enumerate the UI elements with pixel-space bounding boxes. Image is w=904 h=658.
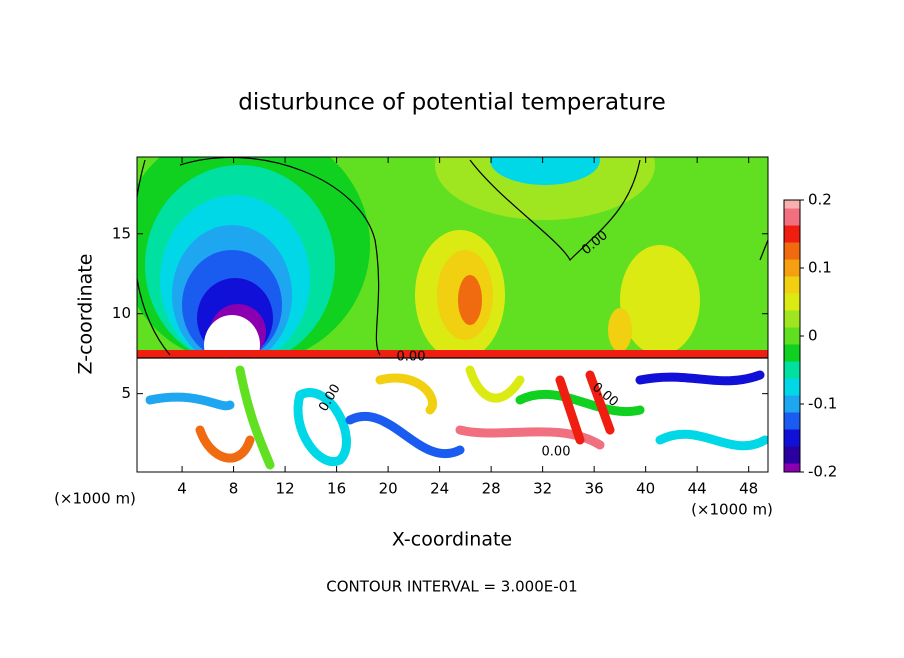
colorbar-tick-label: -0.1: [808, 395, 837, 413]
x-tick-label: 8: [229, 480, 239, 498]
chart-title: disturbunce of potential temperature: [238, 90, 666, 116]
colorbar-tick-label: 0.2: [808, 191, 832, 209]
x-tick-label: 20: [379, 480, 398, 498]
field-blob: [608, 308, 632, 352]
field-blob: [435, 157, 655, 220]
field-blob: [458, 275, 482, 325]
colorbar-swatch: [784, 378, 800, 396]
contour-label: 0.00: [397, 350, 426, 365]
y-tick-label: 15: [112, 224, 131, 242]
colorbar-swatch: [784, 276, 800, 294]
x-tick-label: 32: [533, 480, 552, 498]
colorbar-swatch: [784, 310, 800, 328]
contour-label: 0.00: [542, 445, 571, 460]
colorbar-swatch: [784, 446, 800, 464]
field: [137, 157, 768, 472]
colorbar-tick-label: 0: [808, 327, 818, 345]
x-tick-label: 12: [276, 480, 295, 498]
colorbar-tick-label: 0.1: [808, 259, 832, 277]
y-tick-label: 5: [121, 384, 131, 402]
x-tick-label: 48: [739, 480, 758, 498]
field-band: [137, 350, 768, 358]
x-axis-label: X-coordinate: [392, 529, 512, 551]
field-blob: [490, 157, 600, 185]
x-tick-label: 4: [177, 480, 187, 498]
x-tick-label: 36: [585, 480, 604, 498]
x-unit-label: (×1000 m): [54, 490, 136, 508]
colorbar-swatch: [784, 200, 800, 209]
footer-note: CONTOUR INTERVAL = 3.000E-01: [326, 578, 577, 596]
colorbar-swatch: [784, 412, 800, 430]
field-streaks: [145, 365, 768, 470]
colorbar-tick-label: -0.2: [808, 463, 837, 481]
colorbar-swatch: [784, 344, 800, 362]
x-tick-label: 28: [482, 480, 501, 498]
colorbar-swatch: [784, 259, 800, 277]
y-tick-label: 10: [112, 304, 131, 322]
colorbar-swatch: [784, 395, 800, 413]
colorbar-swatch: [784, 293, 800, 311]
contour-lines: [137, 157, 768, 359]
x-tick-label: 24: [430, 480, 449, 498]
colorbar-swatch: [784, 225, 800, 243]
plot-frame: [136, 156, 769, 473]
colorbar-swatch: [784, 429, 800, 447]
colorbar-swatch: [784, 361, 800, 379]
colorbar-swatch: [784, 242, 800, 260]
field-blob: [620, 245, 700, 355]
x-unit-label: (×1000 m): [691, 501, 773, 519]
x-tick-label: 44: [688, 480, 707, 498]
y-axis-label: Z-coordinate: [75, 254, 97, 375]
colorbar-swatch: [784, 208, 800, 226]
colorbar-swatch: [784, 327, 800, 345]
x-tick-label: 40: [636, 480, 655, 498]
x-tick-label: 16: [327, 480, 346, 498]
colorbar-swatch: [784, 463, 800, 472]
